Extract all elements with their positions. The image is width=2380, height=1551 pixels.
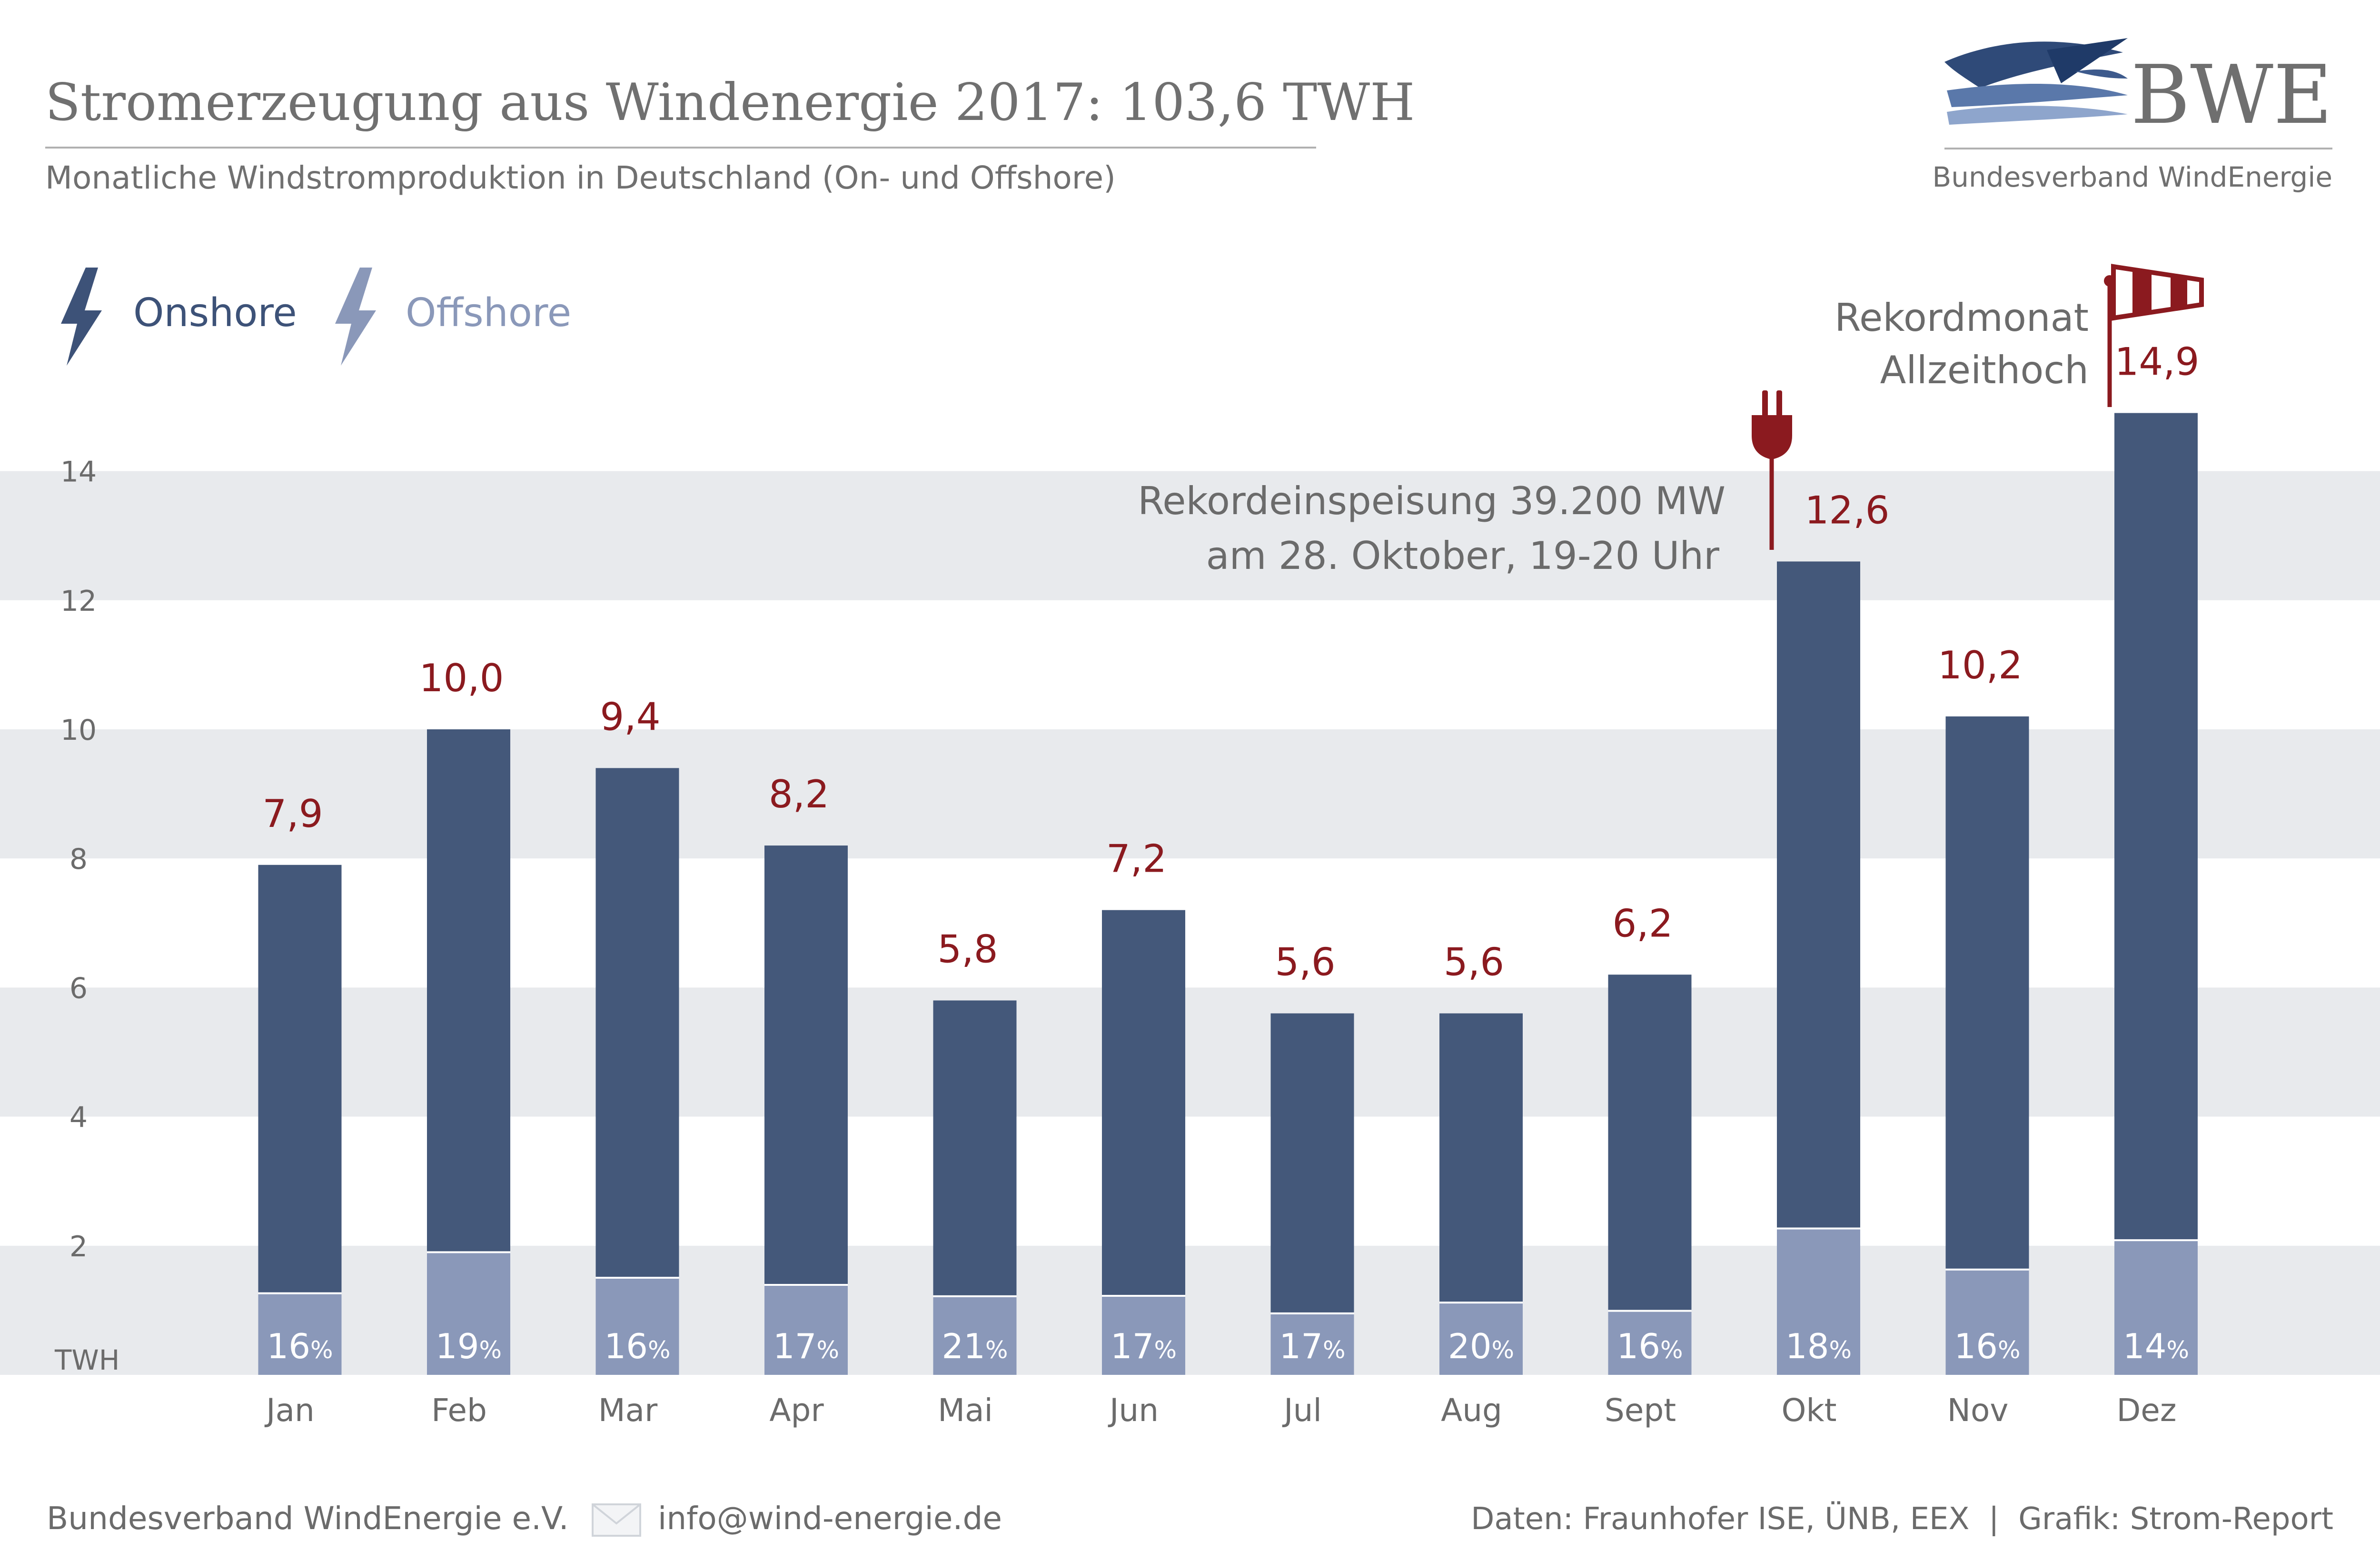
y-tick-label: 12 — [60, 585, 97, 618]
bar-onshore — [1945, 716, 2029, 1270]
y-tick-label: 4 — [69, 1101, 88, 1134]
x-tick-label: Nov — [1947, 1392, 2009, 1429]
windsock-icon — [2104, 264, 2204, 321]
x-tick-label: Okt — [1781, 1392, 1836, 1429]
y-tick-label: 2 — [69, 1230, 88, 1263]
total-value-label: 12,6 — [1805, 488, 1889, 532]
offshore-share-label: 17% — [1111, 1326, 1177, 1366]
total-value-label: 14,9 — [2114, 340, 2199, 384]
bar-onshore — [427, 729, 510, 1253]
bwe-logo-mark — [1944, 38, 2128, 125]
footer-org: Bundesverband WindEnergie e.V. — [47, 1500, 569, 1537]
x-tick-label: Aug — [1441, 1392, 1502, 1429]
chart-title: Stromerzeugung aus Windenergie 2017: 103… — [45, 73, 1415, 132]
bar-offshore — [1777, 1228, 1860, 1375]
october-annotation: Rekordeinspeisung 39.200 MW am 28. Oktob… — [1138, 390, 1792, 578]
bar-onshore — [1777, 561, 1860, 1229]
x-tick-label: Jun — [1108, 1392, 1159, 1429]
bar-offshore — [1439, 1302, 1523, 1375]
total-value-label: 8,2 — [769, 772, 829, 816]
onshore-bolt-icon — [61, 268, 102, 366]
x-tick-label: Sept — [1605, 1392, 1676, 1429]
october-annotation-line2: am 28. Oktober, 19-20 Uhr — [1206, 534, 1720, 578]
legend: Onshore Offshore — [61, 268, 571, 366]
offshore-share-label: 14% — [2123, 1326, 2189, 1366]
bar-offshore — [427, 1252, 510, 1375]
legend-offshore-label: Offshore — [406, 290, 571, 336]
y-tick-label: 14 — [60, 456, 97, 489]
offshore-share-label: 17% — [773, 1326, 839, 1366]
bar-onshore — [2114, 413, 2198, 1241]
total-value-label: 7,2 — [1106, 837, 1167, 881]
offshore-share-label: 16% — [1954, 1326, 2020, 1366]
total-value-label: 5,6 — [1444, 940, 1504, 984]
y-axis-label: TWH — [54, 1344, 119, 1376]
total-value-label: 5,6 — [1275, 940, 1335, 984]
december-annotation-line2: Allzeithoch — [1880, 348, 2089, 392]
bar-onshore — [933, 1000, 1017, 1296]
bar-onshore — [1270, 1013, 1354, 1313]
december-annotation-line1: Rekordmonat — [1835, 296, 2089, 340]
offshore-share-label: 19% — [436, 1326, 502, 1366]
total-value-label: 9,4 — [600, 695, 660, 739]
chart-subtitle: Monatliche Windstromproduktion in Deutsc… — [45, 159, 1116, 196]
bwe-logo: BWE Bundesverband WindEnergie — [1932, 38, 2332, 193]
x-tick-label: Apr — [769, 1392, 824, 1429]
footer-email[interactable]: info@wind-energie.de — [658, 1500, 1002, 1537]
mail-icon — [592, 1503, 641, 1537]
total-value-label: 6,2 — [1612, 901, 1673, 945]
bar-onshore — [764, 845, 848, 1285]
bar-offshore — [933, 1296, 1017, 1375]
offshore-share-label: 18% — [1785, 1326, 1852, 1366]
bar-offshore — [1102, 1296, 1185, 1375]
bar-offshore — [2114, 1240, 2198, 1375]
bar-offshore — [1608, 1311, 1692, 1375]
bar-onshore — [258, 865, 342, 1293]
december-annotation: Rekordmonat Allzeithoch — [1835, 264, 2204, 407]
x-axis-labels: Jan Feb Mar Apr Mai Jun Jul Aug Sept Okt Nov Dez — [264, 1392, 2176, 1429]
y-tick-label: 6 — [69, 972, 88, 1005]
y-tick-label: 8 — [69, 843, 88, 876]
offshore-share-label: 17% — [1279, 1326, 1345, 1366]
bar-offshore — [258, 1293, 342, 1375]
bar-onshore — [1608, 974, 1692, 1311]
total-value-label: 7,9 — [262, 792, 323, 836]
x-tick-label: Dez — [2116, 1392, 2176, 1429]
bwe-tagline: Bundesverband WindEnergie — [1932, 161, 2332, 193]
bar-onshore — [1439, 1013, 1523, 1303]
bar-offshore — [1945, 1269, 2029, 1375]
y-tick-label: 10 — [60, 714, 97, 747]
total-value-label: 10,0 — [419, 656, 504, 700]
offshore-bolt-icon — [335, 268, 376, 366]
total-value-label: 5,8 — [937, 927, 998, 972]
plug-icon — [1752, 390, 1792, 459]
bar-offshore — [1270, 1313, 1354, 1375]
x-tick-label: Feb — [431, 1392, 487, 1429]
x-tick-label: Mai — [938, 1392, 993, 1429]
bar-offshore — [764, 1284, 848, 1375]
bar-onshore — [595, 768, 679, 1278]
total-value-label: 10,2 — [1938, 643, 2023, 687]
legend-onshore-label: Onshore — [133, 290, 297, 336]
october-annotation-line1: Rekordeinspeisung 39.200 MW — [1138, 479, 1726, 523]
offshore-share-label: 20% — [1448, 1326, 1514, 1366]
x-tick-label: Mar — [598, 1392, 658, 1429]
bwe-wordmark: BWE — [2131, 48, 2332, 142]
offshore-share-label: 16% — [604, 1326, 670, 1366]
grid-band — [0, 471, 2380, 600]
x-tick-label: Jul — [1282, 1392, 1322, 1429]
bar-onshore — [1102, 910, 1185, 1296]
offshore-share-label: 21% — [942, 1326, 1008, 1366]
footer: Bundesverband WindEnergie e.V. info@wind… — [47, 1500, 2333, 1537]
y-axis-ticks: 2 4 6 8 10 12 14 — [60, 456, 97, 1263]
bars: 16% 7,9 19% 10,0 16% 9,4 17% 8,2 21% 5,8 17% 7,2 17%… — [258, 340, 2200, 1375]
x-tick-label: Jan — [264, 1392, 315, 1429]
footer-source: Daten: Fraunhofer ISE, ÜNB, EEX | Grafik… — [1471, 1501, 2333, 1537]
offshore-share-label: 16% — [267, 1326, 333, 1366]
offshore-share-label: 16% — [1616, 1326, 1683, 1366]
bar-offshore — [595, 1278, 679, 1375]
